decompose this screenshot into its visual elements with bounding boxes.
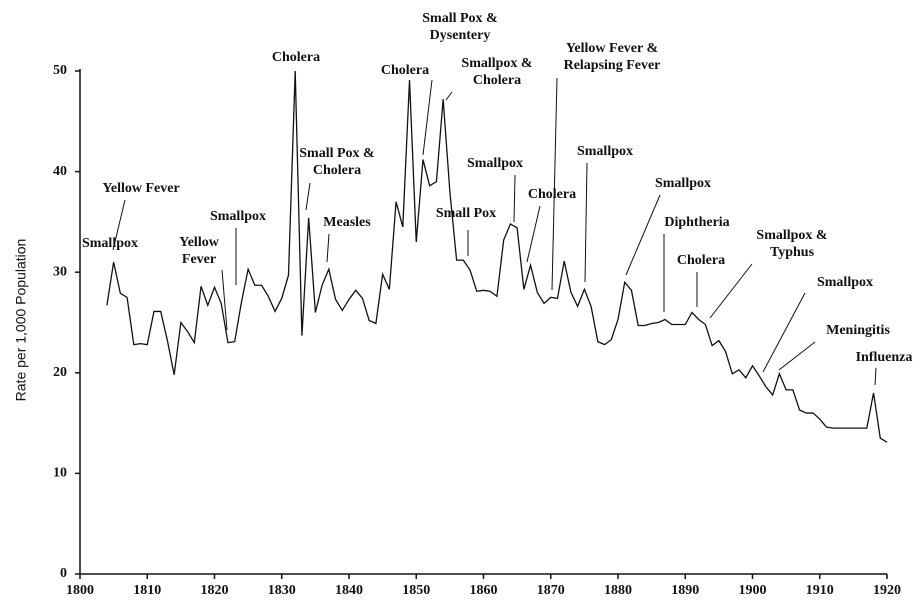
x-tick-label: 1920 [873,583,901,598]
annotation: Smallpox [577,144,633,159]
annotation: Typhus [770,245,815,260]
annotation: Yellow [179,235,220,250]
y-tick-label: 10 [53,466,67,481]
x-tick-label: 1830 [268,583,296,598]
annotation: Fever [182,252,216,267]
annotation: Meningitis [826,323,890,338]
annotation: Smallpox [655,176,711,191]
x-tick-label: 1810 [133,583,161,598]
x-tick-label: 1800 [66,583,94,598]
x-tick-label: 1910 [806,583,834,598]
annotation: Cholera [272,50,320,65]
x-tick-label: 1850 [402,583,430,598]
annotation: Cholera [528,187,576,202]
annotation-leader [305,182,311,211]
annotation: Yellow Fever & [566,41,658,56]
annotation: Smallpox [82,236,138,251]
y-tick-label: 50 [53,63,67,78]
annotation-leader [112,199,126,251]
x-tick-label: 1880 [604,583,632,598]
annotation-leader [778,341,816,371]
annotation: Smallpox [467,156,523,171]
annotation-leader [445,91,453,101]
annotation: Yellow Fever [102,181,179,196]
x-tick-label: 1860 [470,583,498,598]
annotation: Smallpox & [461,56,532,71]
annotation-leader [584,162,588,283]
x-tick-label: 1890 [671,583,699,598]
x-tick-label: 1820 [201,583,229,598]
annotation: Cholera [677,253,725,268]
annotation: Dysentery [430,28,491,43]
annotation-leader [551,77,558,291]
annotation-leader [513,174,516,223]
annotation: Small Pox & [422,11,497,26]
annotation-leader [221,269,228,331]
annotation-leader [709,263,753,319]
annotation-leader [422,79,433,156]
y-tick-label: 0 [60,566,67,581]
annotation: Diphtheria [664,215,729,230]
annotation: Smallpox & [756,228,827,243]
annotation: Cholera [473,73,521,88]
y-axis-label: Rate per 1,000 Population [13,239,29,402]
data-line [106,70,888,443]
annotation: Relapsing Fever [564,58,661,73]
y-tick-label: 20 [53,365,67,380]
annotation: Smallpox [817,275,873,290]
annotation-leader [874,367,877,386]
x-tick-label: 1870 [537,583,565,598]
annotation: Influenza [856,350,913,365]
annotation: Small Pox & [299,146,374,161]
annotation: Smallpox [210,209,266,224]
annotation: Cholera [313,163,361,178]
annotation: Cholera [381,63,429,78]
annotation: Measles [323,215,371,230]
annotation: Small Pox [436,206,496,221]
annotation-leader [326,233,330,263]
annotation-leader [625,194,661,276]
annotation-leader [526,205,541,263]
x-tick-label: 1840 [335,583,363,598]
annotation-leader [762,292,806,373]
x-tick-label: 1900 [739,583,767,598]
y-tick-label: 40 [53,164,67,179]
y-tick-label: 30 [53,264,67,279]
